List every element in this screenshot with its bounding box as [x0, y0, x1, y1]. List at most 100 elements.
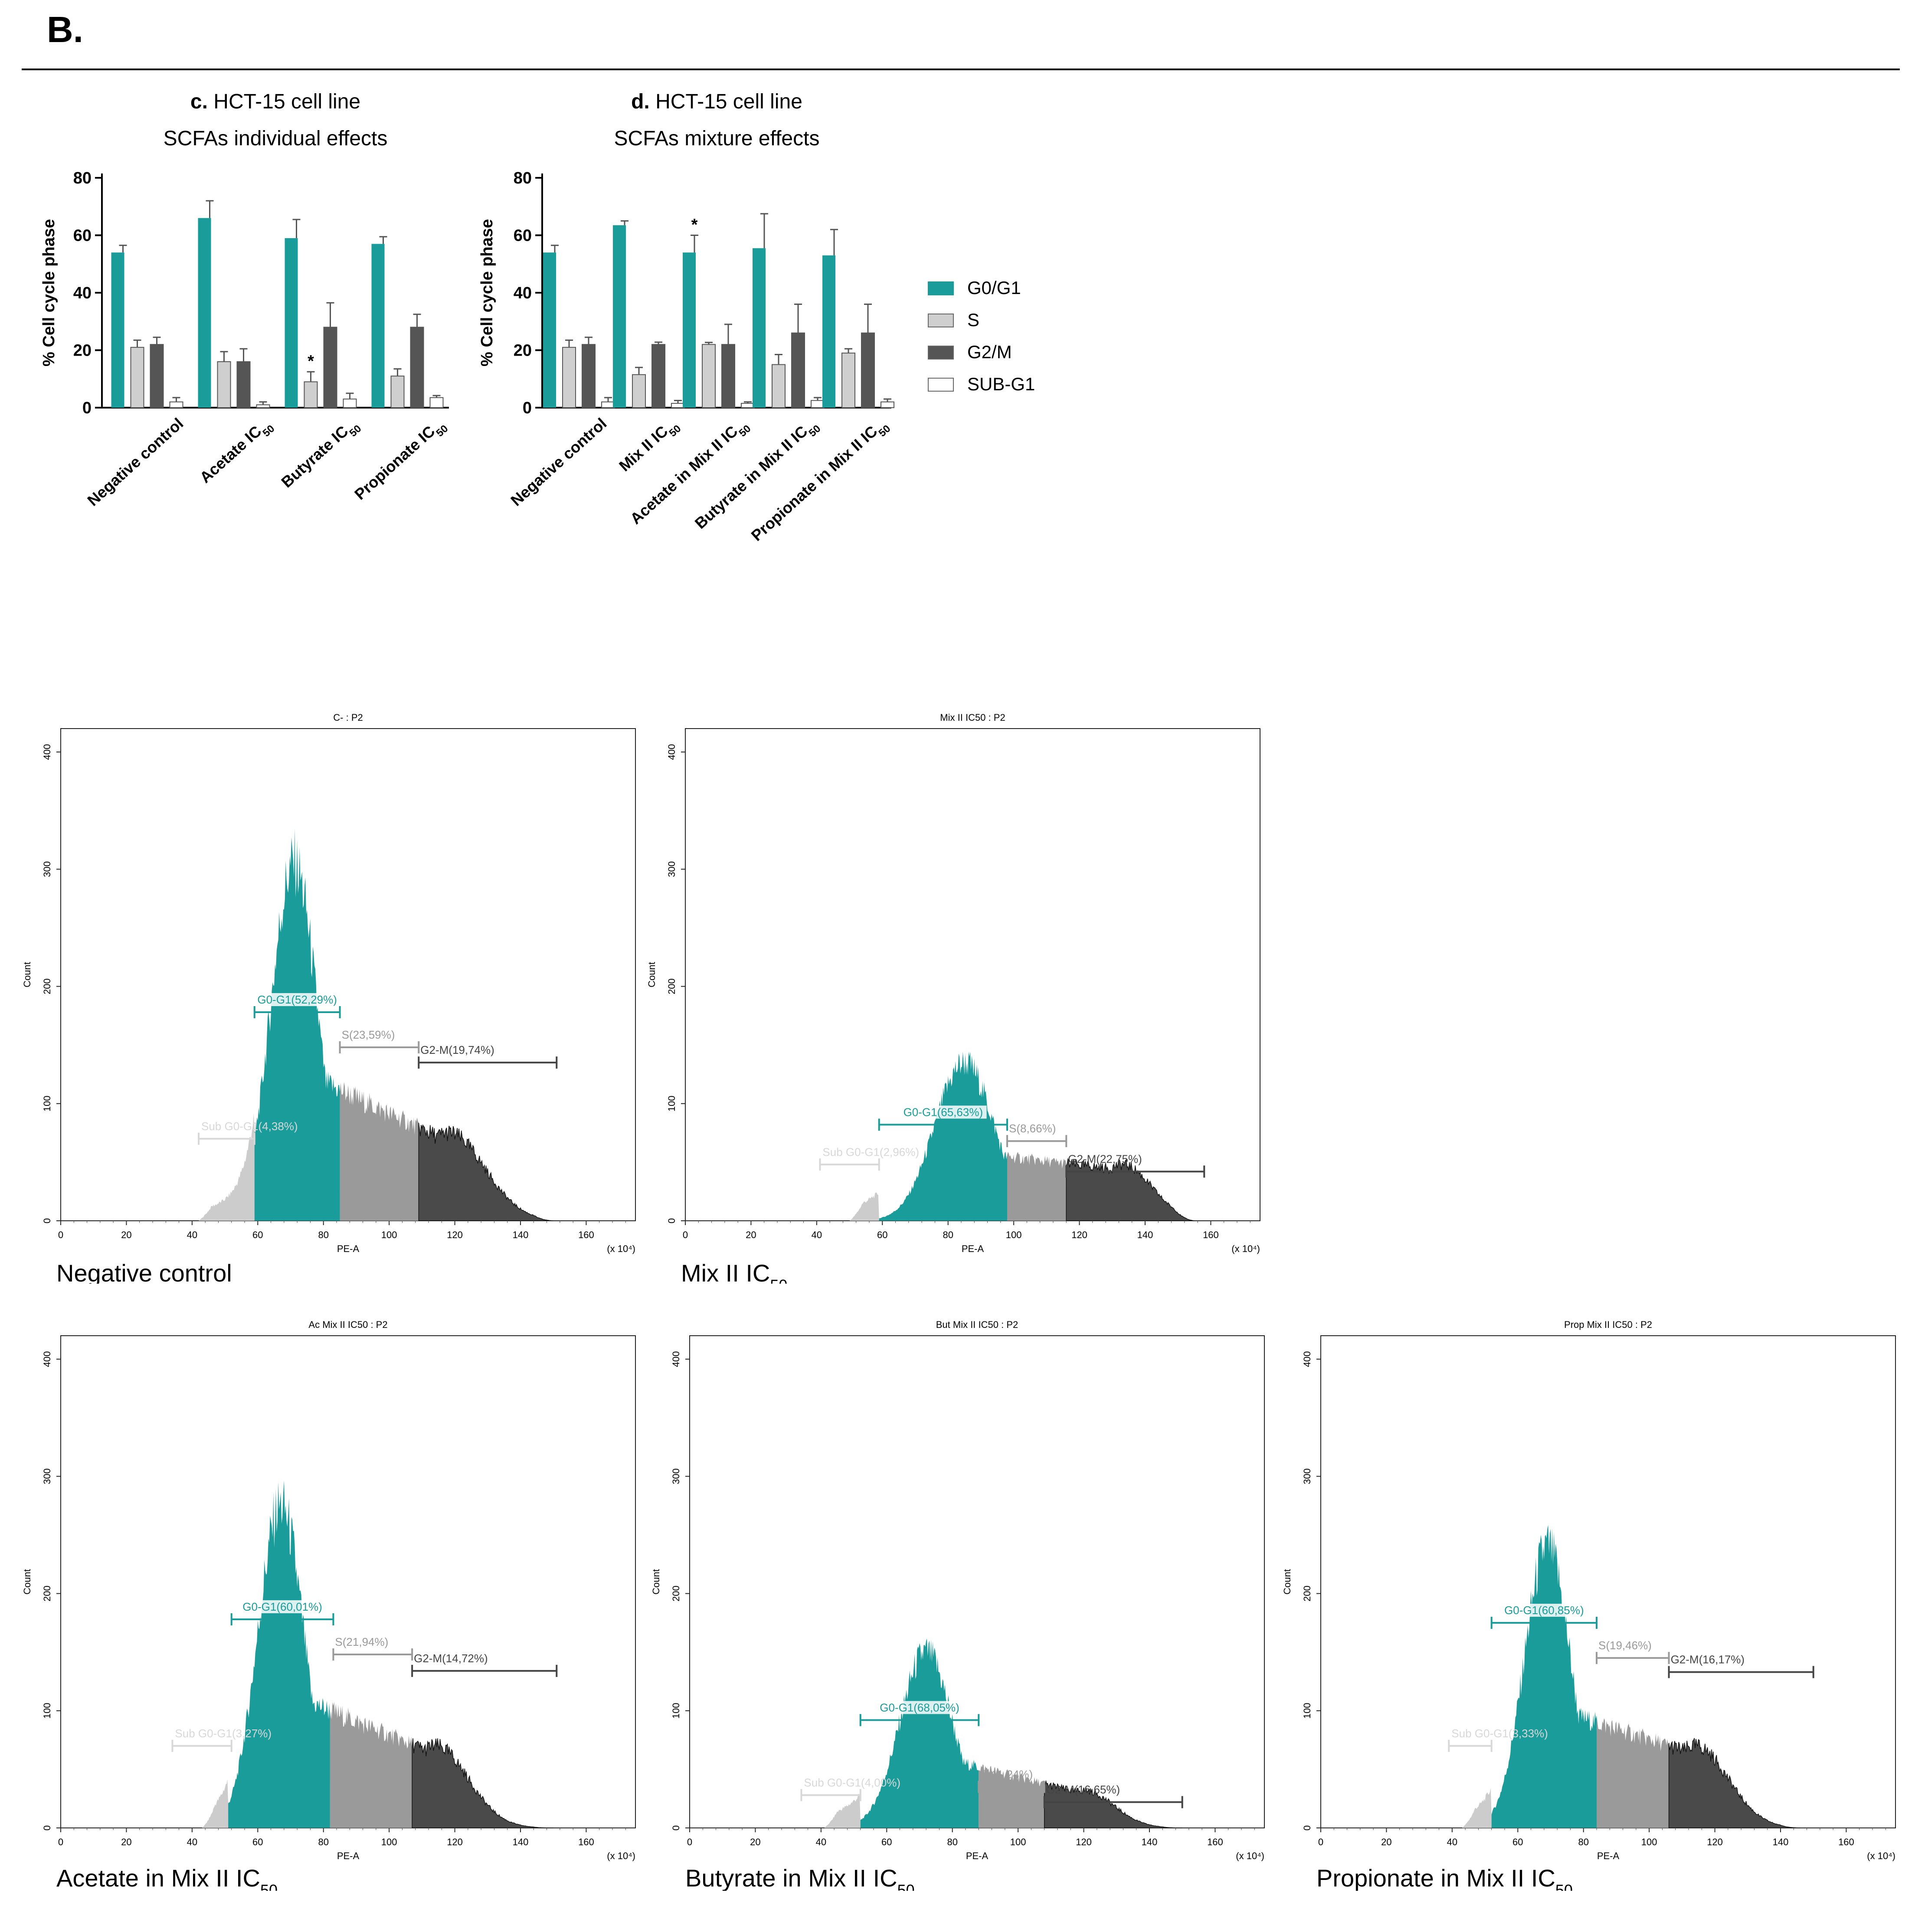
x-tick-label: 100 [381, 1837, 397, 1847]
category-main: Acetate IC [196, 422, 265, 486]
y-tick-label: 40 [73, 284, 92, 302]
bar [429, 397, 444, 408]
bar [721, 344, 735, 408]
x-tick-label: 60 [1512, 1837, 1523, 1847]
category-main: Butyrate IC [278, 422, 351, 491]
histogram-butyrate-mix-ii: But Mix II IC50 : P2 0 20 40 60 80 100 120 140 16… [651, 1319, 1265, 1891]
gate-label-sub: Sub G0-G1(4,38%) [201, 1120, 298, 1133]
y-axis-label: % Cell cycle phase [40, 219, 58, 366]
y-tick-label: 300 [666, 861, 677, 877]
bar [753, 248, 766, 408]
bar [371, 244, 385, 408]
x-tick-label: 20 [746, 1229, 756, 1240]
sub-g0-g1-region [1462, 1788, 1492, 1828]
x-tick-label: 0 [1318, 1837, 1323, 1847]
gate-label-g1: G0-G1(60,85%) [1504, 1604, 1584, 1617]
y-axis-label: Count [651, 1569, 661, 1595]
x-axis-label: PE-A [966, 1850, 989, 1861]
histogram-title: Ac Mix II IC50 : P2 [308, 1319, 387, 1330]
x-tick-label: 0 [58, 1837, 63, 1847]
legend-label: G2/M [967, 342, 1012, 362]
bar [343, 399, 357, 408]
bar [217, 361, 231, 408]
x-tick-label: 60 [881, 1837, 892, 1847]
x-axis-label: PE-A [962, 1243, 984, 1254]
category-main: Propionate in Mix II IC [748, 422, 881, 544]
legend: G0/G1 S G2/M SUB-G1 [928, 278, 1035, 394]
bar [772, 364, 786, 408]
y-tick-label: 100 [42, 1703, 52, 1719]
gate-label-g1: G0-G1(68,05%) [880, 1701, 959, 1714]
y-tick-label: 0 [523, 399, 532, 417]
x-tick-label: 40 [816, 1837, 826, 1847]
y-axis-label: Count [646, 962, 657, 987]
histogram-propionate-mix-ii: Prop Mix II IC50 : P2 0 20 40 60 80 100 120 140 1… [1282, 1319, 1896, 1891]
x-tick-label: 140 [513, 1229, 529, 1240]
gate-label-s: S(8,66%) [1009, 1122, 1056, 1135]
chart-title-text: HCT-15 cell line [655, 90, 802, 113]
g0-g1-region [879, 1052, 1007, 1221]
bar [702, 344, 716, 408]
bar [651, 344, 665, 408]
g0-g1-region [228, 1481, 330, 1828]
bar [198, 218, 211, 408]
g0-g1-region [254, 828, 340, 1221]
bar [822, 255, 835, 408]
x-tick-label: 140 [1773, 1837, 1789, 1847]
x-category-label: Acetate IC50 [196, 414, 277, 490]
x-tick-label: 0 [687, 1837, 692, 1847]
gate-label-g1: G0-G1(65,63%) [903, 1105, 983, 1118]
histogram-caption: Mix II IC50 [681, 1259, 787, 1284]
x-tick-label: 20 [1381, 1837, 1391, 1847]
bar [613, 225, 626, 408]
g2-m-region [1066, 1157, 1195, 1221]
bar [601, 401, 615, 408]
x-tick-label: 100 [1010, 1837, 1026, 1847]
histogram-acetate-mix-ii: Ac Mix II IC50 : P2 0 20 40 60 80 100 120 140 160… [22, 1319, 636, 1891]
caption-main: Negative control [56, 1259, 232, 1284]
y-tick-label: 0 [1302, 1825, 1313, 1831]
s-region [1007, 1152, 1067, 1221]
x-tick-label: 20 [121, 1229, 131, 1240]
bar [671, 403, 685, 408]
histogram-caption: Butyrate in Mix II IC50 [685, 1864, 915, 1891]
y-tick-label: 0 [42, 1825, 52, 1831]
x-category-label: Butyrate IC50 [278, 414, 363, 494]
bar [304, 381, 318, 408]
x-tick-label: 40 [1447, 1837, 1457, 1847]
x-tick-label: 120 [1076, 1837, 1092, 1847]
bar [741, 403, 755, 408]
x-category-label: Mix II IC50 [615, 414, 683, 478]
x-unit-label: (x 10⁴) [1236, 1850, 1264, 1861]
s-region [340, 1082, 419, 1221]
caption-main: Mix II IC [681, 1259, 770, 1284]
s-region [979, 1764, 1044, 1828]
caption-subscript: 50 [897, 1881, 915, 1891]
x-category-label: Negative control [507, 414, 610, 509]
gate-label-s: S(23,59%) [342, 1028, 395, 1041]
sub-g0-g1-region [824, 1793, 861, 1828]
histogram-mix-ii: Mix II IC50 : P2 0 20 40 60 80 100 120 140 160 0 10… [646, 712, 1260, 1284]
bar [150, 344, 164, 408]
y-tick-label: 80 [514, 169, 532, 187]
gate-label-sub: Sub G0-G1(4,00%) [804, 1776, 900, 1789]
y-tick-label: 100 [1302, 1703, 1313, 1719]
x-tick-label: 80 [947, 1837, 957, 1847]
g2-m-region [1044, 1780, 1182, 1828]
x-tick-label: 120 [1707, 1837, 1723, 1847]
gate-label-bg [900, 1105, 987, 1119]
significance-mark: * [691, 216, 698, 234]
panel-label: B. [47, 9, 83, 50]
gate-label-bg [253, 993, 341, 1006]
g2-m-region [1668, 1738, 1800, 1828]
category-main: Propionate IC [351, 422, 438, 503]
y-tick-label: 200 [671, 1585, 681, 1602]
g0-g1-region [860, 1638, 979, 1828]
y-tick-label: 100 [671, 1703, 681, 1719]
histogram-caption: Acetate in Mix II IC50 [56, 1864, 278, 1891]
histogram-negative-control: C- : P2 0 20 40 60 80 100 120 140 160 0 100 200 300 40… [22, 712, 636, 1284]
gate-label-g2: G2-M(22,75%) [1068, 1153, 1142, 1166]
y-tick-label: 0 [666, 1218, 677, 1223]
x-tick-label: 120 [447, 1229, 463, 1240]
bar [841, 353, 855, 408]
